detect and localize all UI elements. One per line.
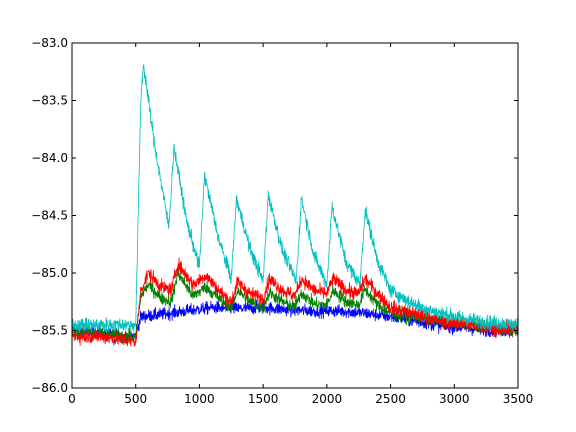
axis-layer: 0 500 1000 1500 2000 2500 3000 3500 −86.0 −85.5 −8… — [31, 36, 533, 406]
x-tick-label: 0 — [68, 392, 76, 406]
x-tick-label: 2000 — [312, 392, 343, 406]
y-tick-label: −83.5 — [31, 94, 68, 108]
x-tick-label: 3000 — [439, 392, 470, 406]
series-line-3 — [72, 64, 518, 335]
y-tick-label: −86.0 — [31, 381, 68, 395]
series-layer — [72, 64, 518, 347]
x-tick-label: 1000 — [184, 392, 215, 406]
x-tick-label: 2500 — [375, 392, 406, 406]
y-tick-label: −83.0 — [31, 36, 68, 50]
y-tick-label: −85.5 — [31, 324, 68, 338]
x-tick-label: 500 — [124, 392, 147, 406]
y-tick-label: −84.5 — [31, 209, 68, 223]
x-tick-label: 1500 — [248, 392, 279, 406]
y-tick-label: −85.0 — [31, 266, 68, 280]
y-tick-label: −84.0 — [31, 151, 68, 165]
x-tick-label: 3500 — [503, 392, 534, 406]
series-line-2 — [72, 257, 518, 347]
plot-background — [72, 43, 518, 388]
